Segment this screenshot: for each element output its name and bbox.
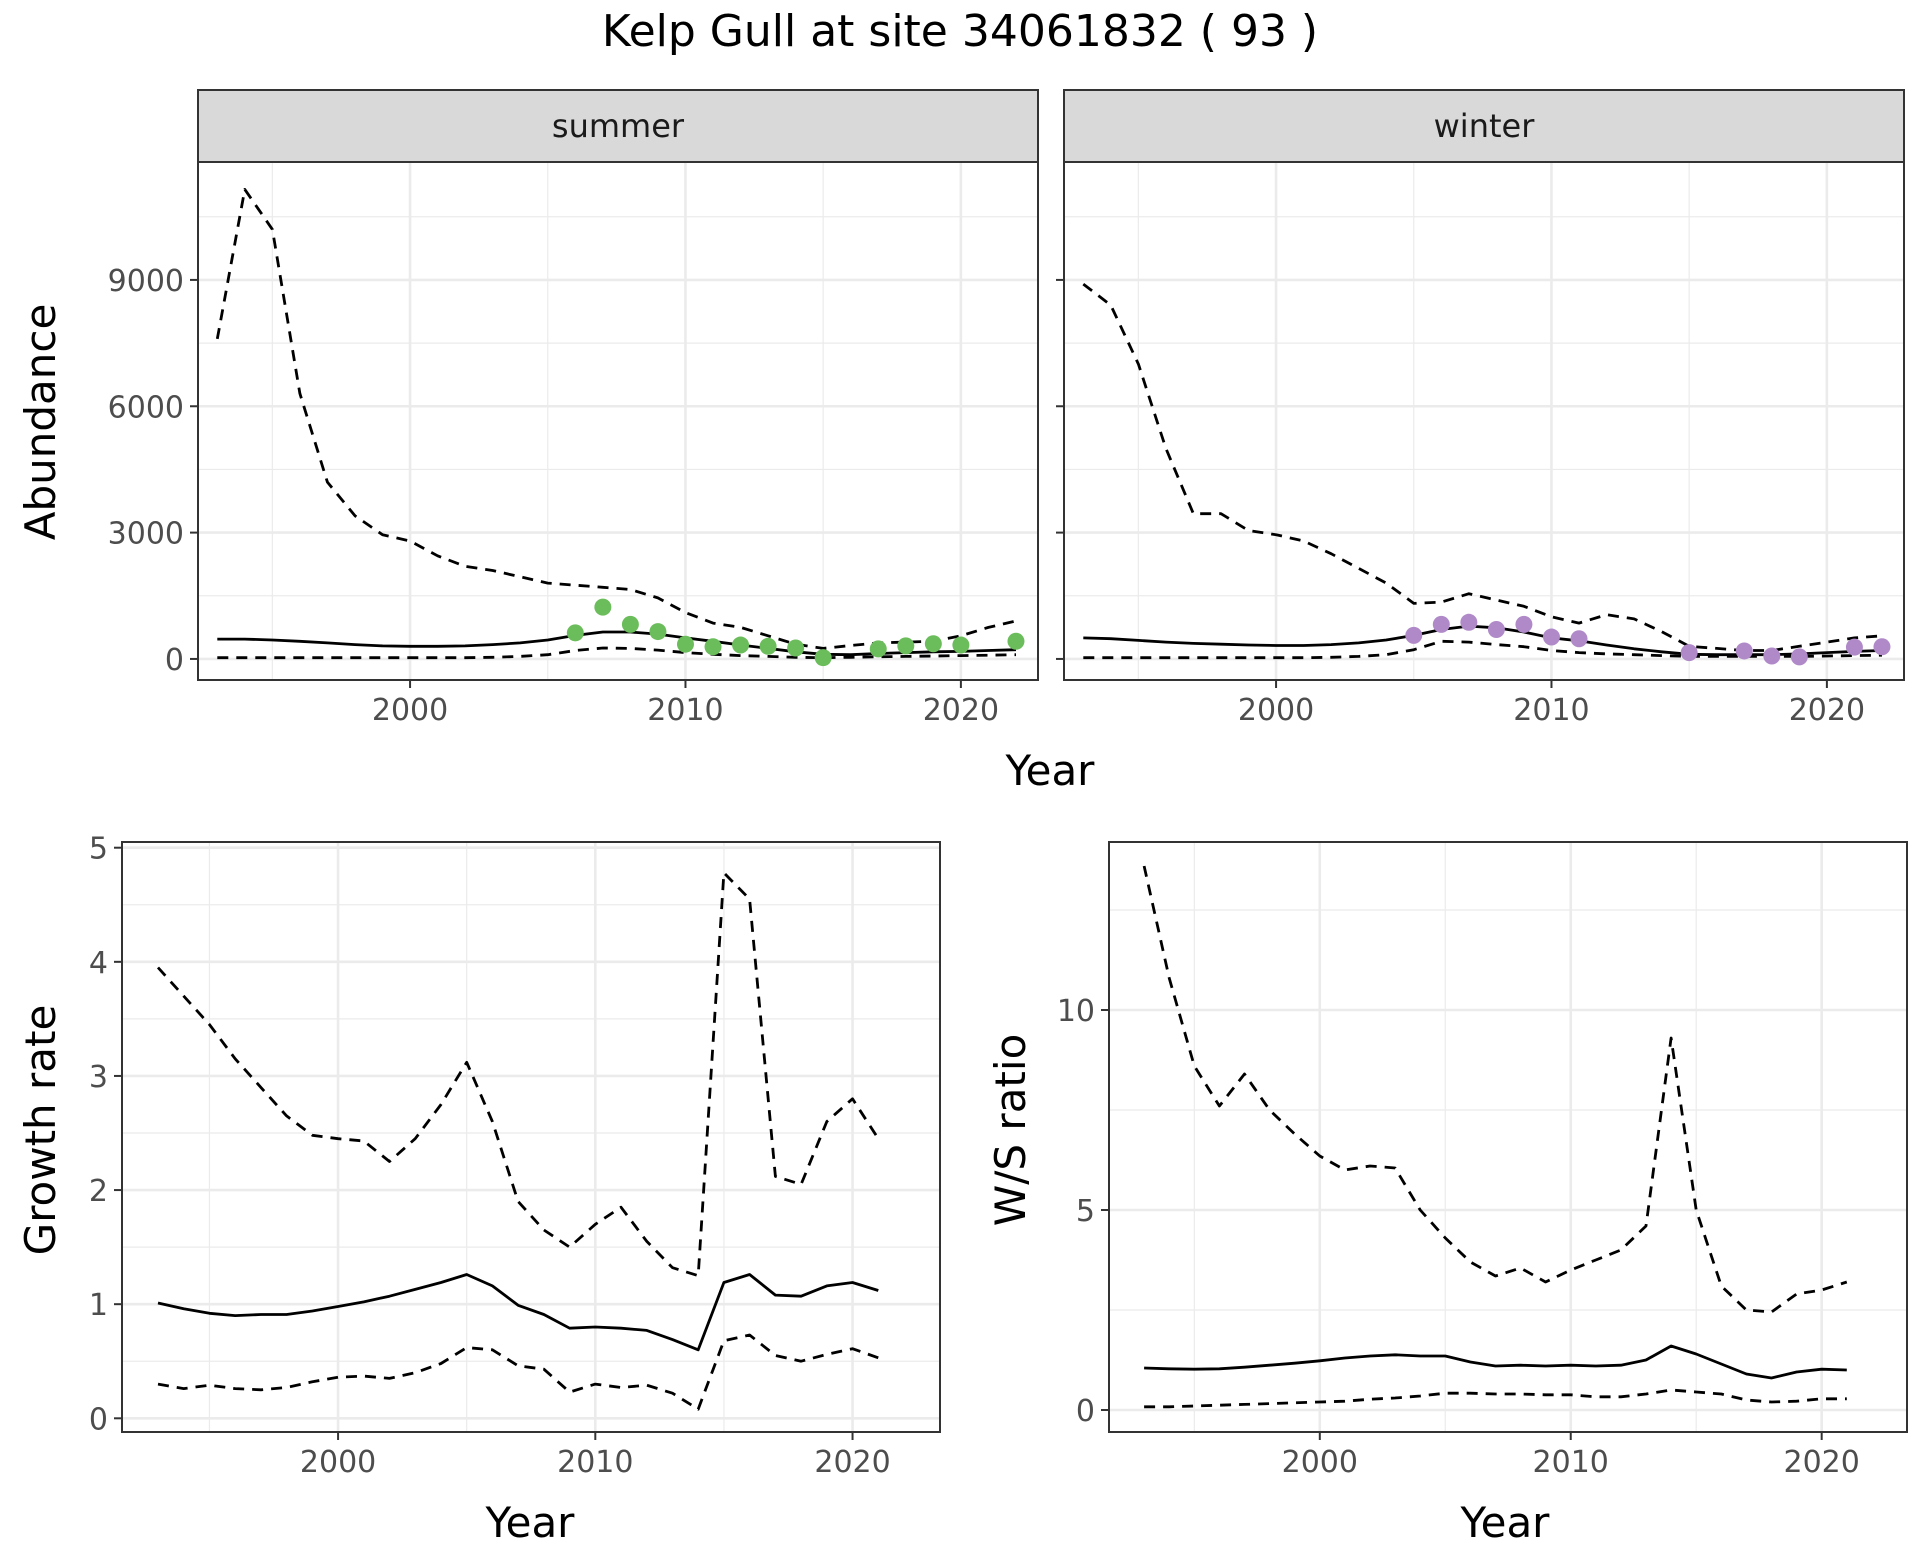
ws-y-tick-label: 5 bbox=[1076, 1194, 1095, 1229]
winter-series-upper bbox=[1082, 282, 1883, 652]
summer-data-point bbox=[1007, 632, 1025, 650]
ws-x-axis-title: Year bbox=[1460, 1498, 1551, 1547]
ws-series-estimate bbox=[1144, 1344, 1847, 1380]
winter-data-point bbox=[1405, 626, 1423, 644]
winter-data-point bbox=[1432, 615, 1450, 633]
summer-data-point bbox=[897, 637, 915, 655]
summer-y-tick-label: 6000 bbox=[108, 390, 184, 425]
winter-data-point bbox=[1542, 628, 1560, 646]
ws-x-tick-label: 2020 bbox=[1783, 1445, 1859, 1480]
summer-y-tick-label: 0 bbox=[165, 643, 184, 678]
winter-x-tick-label: 2010 bbox=[1513, 693, 1589, 728]
figure-title: Kelp Gull at site 34061832 ( 93 ) bbox=[602, 6, 1318, 57]
summer-data-point bbox=[732, 636, 750, 654]
winter-x-tick-label: 2000 bbox=[1238, 693, 1314, 728]
growth-series-estimate bbox=[157, 1273, 879, 1352]
summer-x-tick-label: 2020 bbox=[923, 693, 999, 728]
shared-x-axis-title: Year bbox=[1005, 746, 1096, 795]
summer-data-point bbox=[649, 623, 667, 641]
growth-y-tick-label: 4 bbox=[89, 946, 108, 981]
winter-data-point bbox=[1790, 648, 1808, 666]
winter-data-point bbox=[1487, 620, 1505, 638]
ws-plot-bg bbox=[1109, 842, 1907, 1432]
summer-y-tick-label: 3000 bbox=[108, 517, 184, 552]
abundance-y-axis-title: Abundance bbox=[16, 304, 65, 541]
summer-strip-label: summer bbox=[552, 107, 685, 145]
summer-strip bbox=[197, 89, 1039, 163]
growth-x-tick-label: 2020 bbox=[814, 1445, 890, 1480]
summer-plot-border bbox=[197, 161, 1039, 681]
winter-panel: winter 2000 2010 2020 bbox=[1056, 89, 1905, 728]
ws-plot-border bbox=[1108, 841, 1908, 1433]
summer-data-point bbox=[759, 637, 777, 655]
summer-data-point bbox=[787, 639, 805, 657]
winter-strip-label: winter bbox=[1434, 107, 1536, 145]
ws-series-upper bbox=[1142, 865, 1848, 1314]
summer-data-point bbox=[814, 649, 832, 667]
summer-series-lower bbox=[217, 646, 1017, 660]
ws-y-tick-label: 0 bbox=[1076, 1394, 1095, 1429]
summer-data-point bbox=[704, 638, 722, 656]
winter-data-point bbox=[1873, 638, 1891, 656]
growth-y-tick-label: 0 bbox=[89, 1402, 108, 1437]
growth-series-lower bbox=[157, 1333, 879, 1411]
growth-y-tick-label: 3 bbox=[89, 1060, 108, 1095]
winter-data-point bbox=[1735, 642, 1753, 660]
summer-data-point bbox=[952, 636, 970, 654]
winter-x-tick-label: 2020 bbox=[1789, 693, 1865, 728]
winter-data-point bbox=[1515, 615, 1533, 633]
growth-x-tick-label: 2000 bbox=[300, 1445, 376, 1480]
ws-x-tick-label: 2010 bbox=[1533, 1445, 1609, 1480]
summer-data-point bbox=[566, 624, 584, 642]
summer-data-point bbox=[869, 640, 887, 658]
winter-data-point bbox=[1680, 644, 1698, 662]
growth-y-axis-title: Growth rate bbox=[16, 1005, 65, 1256]
ws-ratio-panel: 2000 2010 2020 0 5 10 bbox=[1057, 841, 1908, 1480]
summer-x-tick-label: 2000 bbox=[372, 693, 448, 728]
winter-strip bbox=[1063, 89, 1905, 163]
summer-x-tick-label: 2010 bbox=[647, 693, 723, 728]
ws-y-axis-title: W/S ratio bbox=[986, 1034, 1035, 1227]
ws-x-tick-label: 2000 bbox=[1282, 1445, 1358, 1480]
summer-data-point bbox=[621, 615, 639, 633]
growth-plot-border bbox=[121, 841, 941, 1433]
winter-data-point bbox=[1460, 613, 1478, 631]
summer-data-point bbox=[594, 598, 612, 616]
summer-data-point bbox=[924, 635, 942, 653]
growth-x-tick-label: 2010 bbox=[557, 1445, 633, 1480]
growth-x-axis-title: Year bbox=[485, 1498, 576, 1547]
growth-y-tick-label: 2 bbox=[89, 1174, 108, 1209]
winter-plot-border bbox=[1063, 161, 1905, 681]
winter-data-point bbox=[1845, 638, 1863, 656]
winter-data-point bbox=[1570, 630, 1588, 648]
ws-series-lower bbox=[1144, 1388, 1847, 1409]
ws-y-tick-label: 10 bbox=[1057, 994, 1095, 1029]
winter-plot-bg bbox=[1064, 162, 1904, 680]
winter-data-point bbox=[1763, 647, 1781, 665]
summer-plot-bg bbox=[198, 162, 1038, 680]
growth-rate-panel: 2000 2010 2020 0 1 2 3 4 5 bbox=[89, 832, 941, 1480]
summer-data-point bbox=[676, 635, 694, 653]
growth-y-tick-label: 5 bbox=[89, 832, 108, 867]
summer-panel: summer 2000 2010 2020 0 3000 6000 9000 bbox=[108, 89, 1039, 728]
growth-plot-bg bbox=[122, 842, 940, 1432]
growth-y-tick-label: 1 bbox=[89, 1288, 108, 1323]
summer-y-tick-label: 9000 bbox=[108, 264, 184, 299]
